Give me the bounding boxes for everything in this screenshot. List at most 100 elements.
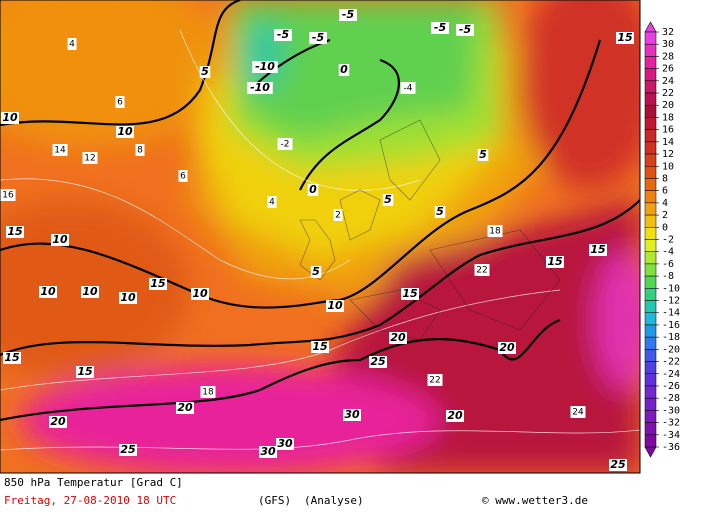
colorbar-bottom-arrow [644, 446, 657, 458]
colorbar-band [644, 397, 657, 411]
contour-label: 22 [476, 266, 487, 276]
label-bg [434, 206, 446, 218]
colorbar-band [644, 410, 657, 423]
label-bg [546, 256, 564, 268]
contour-label: 10 [327, 299, 343, 312]
contour-label: 4 [269, 198, 275, 208]
colorbar-label: -16 [662, 320, 680, 331]
contour-label: 15 [547, 255, 563, 268]
label-bg [82, 152, 98, 164]
label-bg [119, 444, 137, 456]
label-bg [339, 9, 357, 21]
contour-label: 4 [69, 40, 75, 50]
contour-label: 0 [340, 63, 348, 76]
colorbar-band [644, 349, 657, 362]
credit: © www.wetter3.de [482, 494, 588, 507]
label-bg [52, 144, 68, 156]
contour-label: 25 [370, 355, 386, 368]
contour-label: 15 [617, 31, 633, 44]
label-bg [135, 144, 145, 156]
label-bg [199, 66, 211, 78]
contour-label: 8 [137, 146, 143, 156]
contour-label: 14 [54, 146, 66, 156]
colorbar-label: -32 [662, 418, 680, 429]
colorbar-band [644, 288, 657, 301]
contour-label: 15 [402, 287, 418, 300]
colorbar-label: -30 [662, 405, 680, 416]
contour-label: 15 [4, 351, 20, 364]
contour-label: 0 [309, 183, 317, 196]
label-bg [369, 356, 387, 368]
colorbar-band [644, 129, 657, 143]
colorbar-band [644, 263, 657, 277]
colorbar-band [644, 31, 657, 45]
contour-label: 15 [312, 340, 328, 353]
label-bg [119, 292, 137, 304]
contour-label: 22 [429, 376, 440, 386]
label-bg [570, 406, 586, 418]
colorbar-band [644, 166, 657, 179]
label-bg [338, 64, 350, 76]
contour-label: 18 [489, 227, 501, 237]
contour-label: 6 [117, 98, 123, 108]
colorbar-label: 28 [662, 51, 674, 62]
label-bg [67, 38, 77, 50]
contour-label: 18 [202, 388, 214, 398]
colorbar-label: 12 [662, 149, 674, 160]
colorbar-band [644, 324, 657, 338]
label-bg [401, 288, 419, 300]
colorbar-band [644, 43, 657, 57]
label-bg [616, 32, 634, 44]
contour-label: 5 [436, 205, 444, 218]
contour-label: -10 [255, 60, 275, 73]
colorbar-label: -28 [662, 393, 680, 404]
contour-label: 6 [180, 172, 186, 182]
map-title: 850 hPa Temperatur [Grad C] [4, 476, 183, 489]
contour-label: -4 [404, 84, 413, 94]
label-bg [431, 22, 449, 34]
colorbar-band [644, 434, 657, 448]
label-bg [3, 352, 21, 364]
label-bg [149, 278, 167, 290]
contour-label: 10 [40, 285, 56, 298]
colorbar-band [644, 275, 657, 289]
colorbar-band [644, 80, 657, 94]
colorbar-band [644, 141, 657, 155]
label-bg [51, 234, 69, 246]
colorbar-label: -36 [662, 442, 680, 453]
label-bg [176, 402, 194, 414]
colorbar-label: -2 [662, 235, 674, 246]
label-bg [115, 96, 125, 108]
contour-label: 10 [192, 287, 208, 300]
colorbar-label: 24 [662, 76, 674, 87]
map-date: Freitag, 27-08-2010 18 UTC [4, 494, 176, 507]
colorbar-band [644, 336, 657, 350]
label-bg [178, 170, 188, 182]
label-bg [609, 459, 627, 471]
contour-label: 30 [277, 437, 293, 450]
contour-label: 30 [260, 445, 276, 458]
contour-label: 10 [82, 285, 98, 298]
label-bg [247, 82, 273, 94]
label-bg [477, 149, 489, 161]
contour-label: -2 [281, 140, 290, 150]
colorbar-band [644, 385, 657, 399]
contour-label: 25 [120, 443, 136, 456]
contour-label: 10 [117, 125, 133, 138]
label-bg [307, 184, 319, 196]
contour-label: 30 [344, 408, 360, 421]
colorbar-band [644, 68, 657, 82]
label-bg [276, 438, 294, 450]
label-bg [277, 138, 293, 150]
colorbar-label: 26 [662, 64, 674, 75]
label-bg [200, 386, 216, 398]
contour-label: 16 [2, 191, 14, 201]
label-bg [116, 126, 134, 138]
colorbar-band [644, 153, 657, 167]
colorbar-label: -6 [662, 259, 674, 270]
analysis-kind: (Analyse) [304, 494, 364, 507]
contour-label: 10 [52, 233, 68, 246]
colorbar-label: -22 [662, 357, 680, 368]
colorbar-band [644, 239, 657, 252]
